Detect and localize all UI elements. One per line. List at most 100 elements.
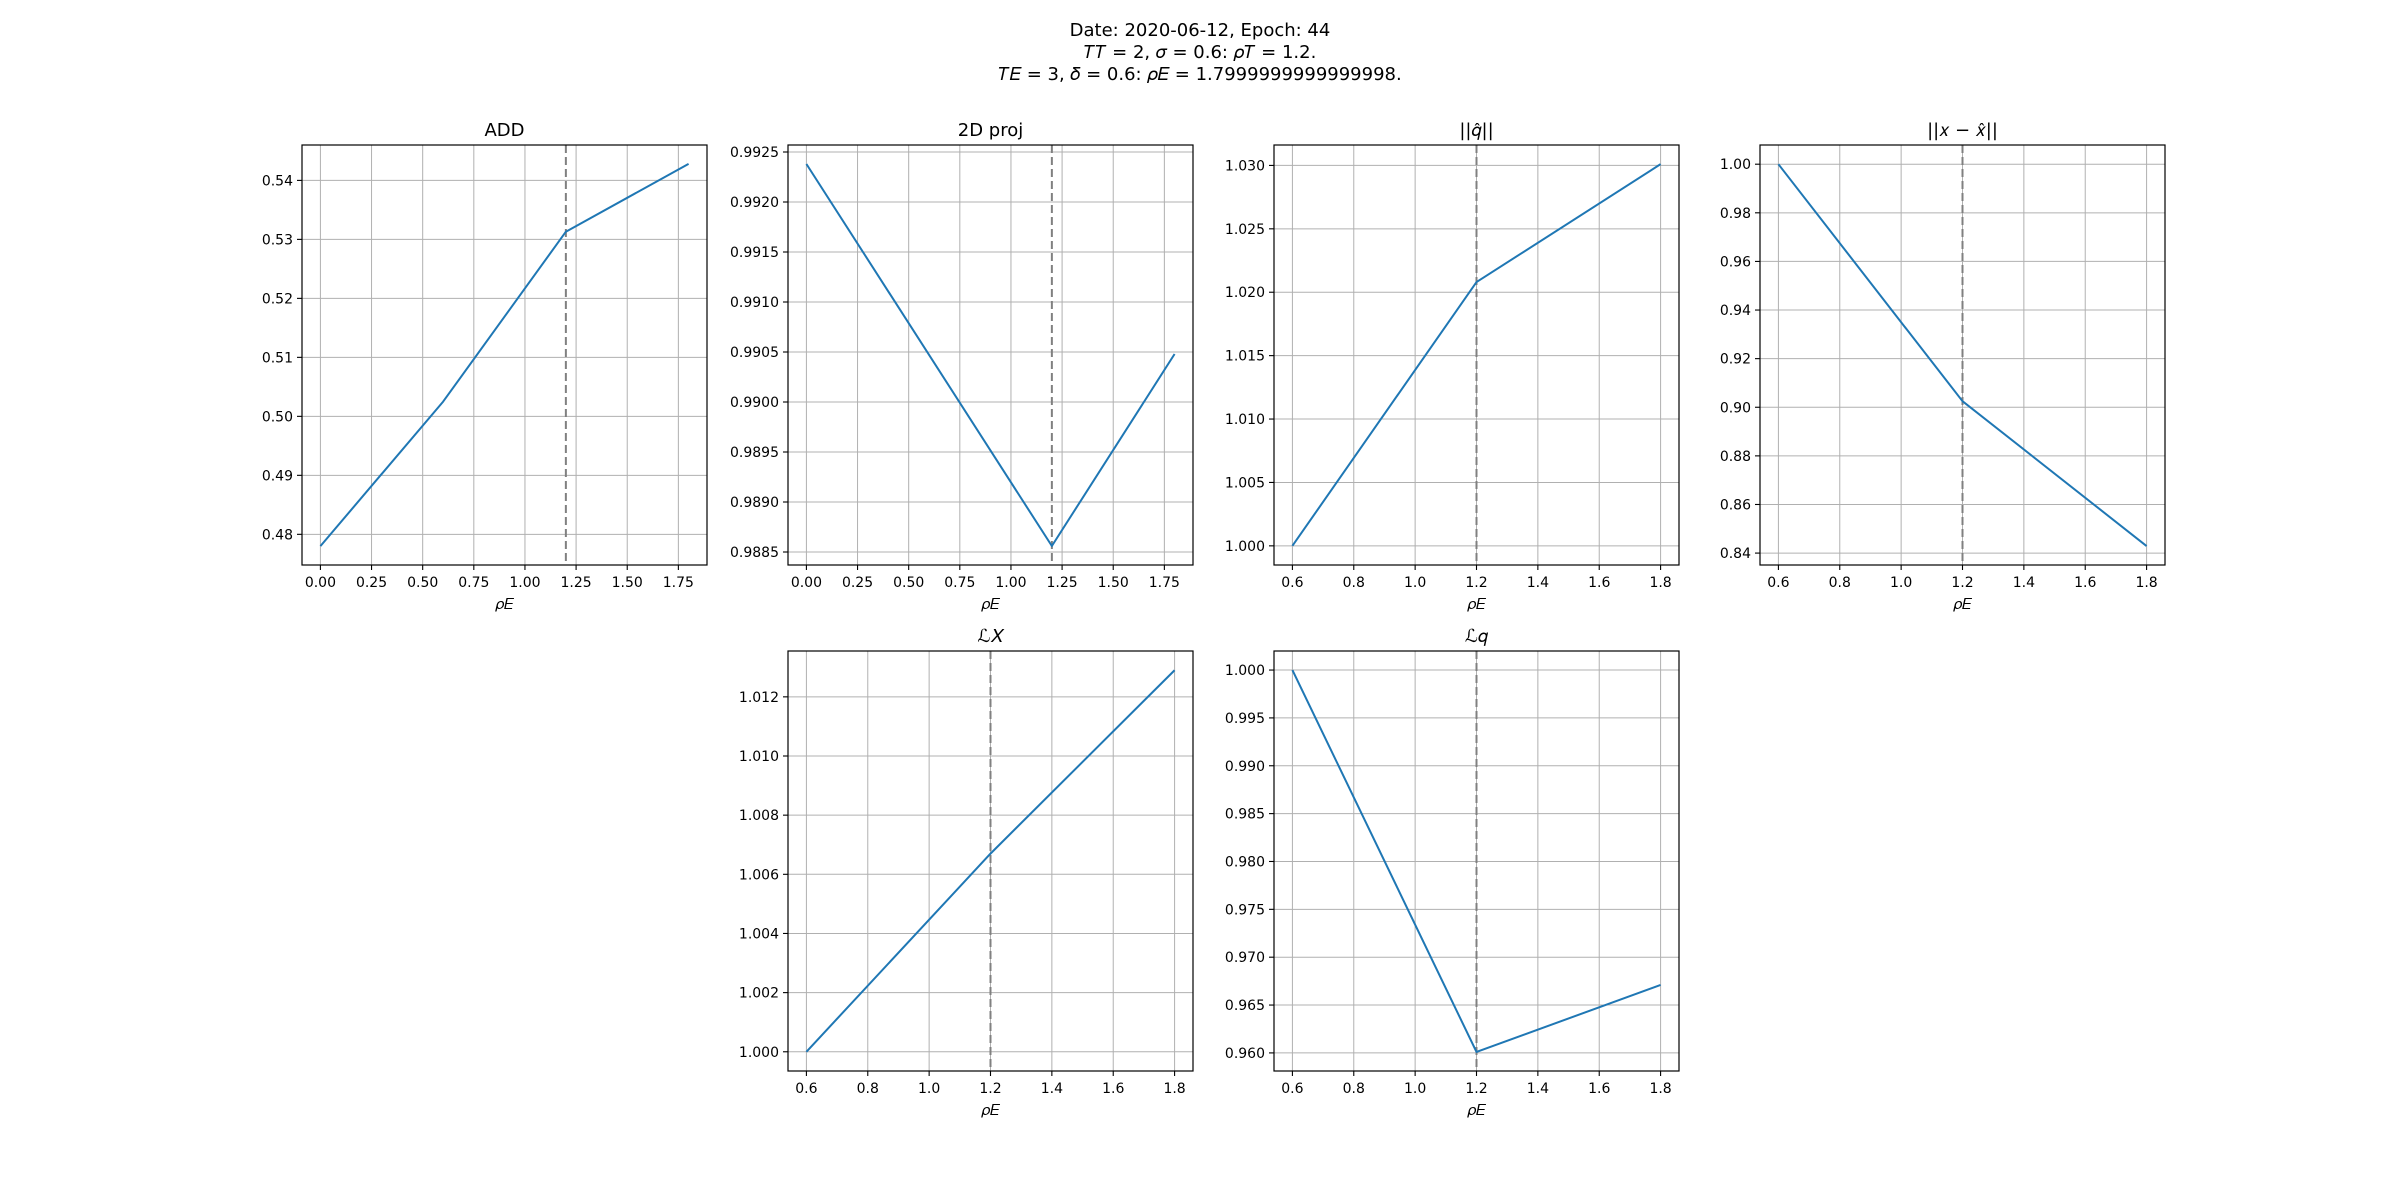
x-tick-label: 1.6 bbox=[1102, 1081, 1124, 1097]
x-tick-label: 0.00 bbox=[305, 575, 336, 591]
x-tick-label: 1.50 bbox=[1098, 575, 1129, 591]
y-tick-label: 1.015 bbox=[1225, 349, 1265, 365]
y-tick-label: 1.002 bbox=[739, 986, 779, 1002]
y-tick-label: 1.00 bbox=[1720, 157, 1751, 173]
y-tick-label: 0.98 bbox=[1720, 206, 1751, 222]
x-tick-label: 1.4 bbox=[1527, 1081, 1549, 1097]
x-tick-label: 1.2 bbox=[1465, 1081, 1487, 1097]
y-tick-label: 1.006 bbox=[739, 867, 779, 883]
x-tick-label: 1.6 bbox=[2074, 575, 2096, 591]
x-axis-label: 𝜌𝐸 bbox=[494, 595, 515, 613]
x-tick-label: 1.6 bbox=[1588, 1081, 1610, 1097]
y-tick-label: 0.980 bbox=[1225, 854, 1265, 870]
y-tick-label: 1.005 bbox=[1225, 475, 1265, 491]
axes-title: ℒ𝑞 bbox=[1465, 626, 1489, 647]
x-tick-label: 0.6 bbox=[1281, 1081, 1303, 1097]
y-tick-label: 1.004 bbox=[739, 926, 779, 942]
suptitle-line-date: Date: 2020-06-12, Epoch: 44 bbox=[1070, 20, 1331, 41]
x-tick-label: 0.8 bbox=[1343, 575, 1365, 591]
subplot-5: 0.6 0.8 1.0 1.2 1.4 1.6 1.8 1.000 1.002 1.004 1.00… bbox=[739, 626, 1194, 1119]
axes-frame bbox=[787, 144, 1194, 566]
y-tick-label: 1.000 bbox=[1225, 539, 1265, 555]
x-tick-label: 1.0 bbox=[1404, 575, 1426, 591]
x-axis-label: 𝜌𝐸 bbox=[1952, 595, 1973, 613]
y-tick-label: 0.9885 bbox=[730, 545, 779, 561]
x-tick-label: 1.2 bbox=[1465, 575, 1487, 591]
x-tick-label: 1.50 bbox=[612, 575, 643, 591]
axes-frame bbox=[301, 144, 708, 566]
x-tick-label: 1.2 bbox=[1951, 575, 1973, 591]
x-axis-label: 𝜌𝐸 bbox=[980, 1101, 1001, 1119]
y-tick-label: 0.50 bbox=[262, 409, 293, 425]
y-tick-label: 1.020 bbox=[1225, 285, 1265, 301]
y-tick-label: 0.9910 bbox=[730, 295, 779, 311]
x-tick-label: 0.8 bbox=[1829, 575, 1851, 591]
y-tick-label: 0.9895 bbox=[730, 445, 779, 461]
y-tick-label: 0.92 bbox=[1720, 352, 1751, 368]
x-tick-label: 0.50 bbox=[407, 575, 438, 591]
x-tick-label: 1.8 bbox=[1649, 1081, 1671, 1097]
subplot-6: 0.6 0.8 1.0 1.2 1.4 1.6 1.8 0.960 0.965 0.970 0.97… bbox=[1225, 626, 1680, 1119]
x-tick-label: 1.4 bbox=[1041, 1081, 1063, 1097]
suptitle-line-train: 𝑇𝑇 = 2, 𝜎 = 0.6: 𝜌𝑇 = 1.2. bbox=[1084, 42, 1317, 63]
subplot-2: 0.00 0.25 0.50 0.75 1.00 1.25 1.50 1.75 0.9885 0.… bbox=[730, 120, 1194, 613]
y-tick-label: 0.975 bbox=[1225, 902, 1265, 918]
subplot-3: 0.6 0.8 1.0 1.2 1.4 1.6 1.8 1.000 1.005 1.010 1.01… bbox=[1225, 120, 1680, 613]
y-tick-label: 1.012 bbox=[739, 690, 779, 706]
y-tick-label: 0.9915 bbox=[730, 245, 779, 261]
x-tick-label: 0.75 bbox=[458, 575, 489, 591]
axes-title: ||𝑥 − 𝑥̂|| bbox=[1927, 120, 1998, 141]
y-tick-label: 0.84 bbox=[1720, 546, 1751, 562]
x-tick-label: 1.00 bbox=[995, 575, 1026, 591]
y-tick-label: 0.49 bbox=[262, 468, 293, 484]
y-tick-label: 0.9900 bbox=[730, 395, 779, 411]
x-tick-label: 0.25 bbox=[842, 575, 873, 591]
x-tick-label: 1.75 bbox=[1149, 575, 1180, 591]
x-tick-label: 0.50 bbox=[893, 575, 924, 591]
y-tick-label: 0.9925 bbox=[730, 145, 779, 161]
axes-title: ℒ𝑋 bbox=[978, 626, 1005, 647]
y-tick-label: 0.94 bbox=[1720, 303, 1751, 319]
y-tick-label: 0.96 bbox=[1720, 254, 1751, 270]
suptitle-line-eval: 𝑇𝐸 = 3, 𝛿 = 0.6: 𝜌𝐸 = 1.7999999999999998… bbox=[998, 64, 1401, 85]
y-tick-label: 0.90 bbox=[1720, 400, 1751, 416]
x-tick-label: 0.25 bbox=[356, 575, 387, 591]
y-tick-label: 0.51 bbox=[262, 350, 293, 366]
y-tick-label: 1.025 bbox=[1225, 222, 1265, 238]
x-tick-label: 1.4 bbox=[2013, 575, 2035, 591]
y-tick-label: 0.48 bbox=[262, 527, 293, 543]
suptitle: Date: 2020-06-12, Epoch: 44 𝑇𝑇 = 2, 𝜎 = … bbox=[998, 20, 1401, 85]
y-tick-label: 1.000 bbox=[1225, 663, 1265, 679]
y-tick-label: 1.010 bbox=[739, 749, 779, 765]
axes-title: ||𝑞̂|| bbox=[1459, 120, 1493, 141]
y-tick-label: 0.53 bbox=[262, 232, 293, 248]
y-tick-label: 0.985 bbox=[1225, 807, 1265, 823]
y-tick-label: 1.030 bbox=[1225, 158, 1265, 174]
x-tick-label: 0.6 bbox=[1767, 575, 1789, 591]
x-tick-label: 0.8 bbox=[857, 1081, 879, 1097]
subplot-1: 0.00 0.25 0.50 0.75 1.00 1.25 1.50 1.75 0.48 0.49… bbox=[262, 120, 708, 613]
y-tick-label: 0.86 bbox=[1720, 497, 1751, 513]
y-tick-label: 1.010 bbox=[1225, 412, 1265, 428]
y-tick-label: 0.9890 bbox=[730, 495, 779, 511]
axes-title: ADD bbox=[484, 120, 524, 141]
series-line-1 bbox=[805, 669, 1176, 1053]
axes-title: 2D proj bbox=[958, 120, 1023, 141]
x-tick-label: 1.8 bbox=[1649, 575, 1671, 591]
y-tick-label: 0.88 bbox=[1720, 449, 1751, 465]
x-tick-label: 0.6 bbox=[795, 1081, 817, 1097]
y-tick-label: 0.54 bbox=[262, 173, 293, 189]
series-line-1 bbox=[1291, 163, 1662, 547]
x-tick-label: 0.75 bbox=[944, 575, 975, 591]
x-tick-label: 1.2 bbox=[979, 1081, 1001, 1097]
x-tick-label: 1.8 bbox=[1163, 1081, 1185, 1097]
x-axis-label: 𝜌𝐸 bbox=[1466, 595, 1487, 613]
y-tick-label: 0.970 bbox=[1225, 950, 1265, 966]
x-tick-label: 1.25 bbox=[561, 575, 592, 591]
y-tick-label: 0.9905 bbox=[730, 345, 779, 361]
series-line-1 bbox=[1777, 163, 2148, 547]
x-tick-label: 0.00 bbox=[791, 575, 822, 591]
y-tick-label: 0.52 bbox=[262, 291, 293, 307]
y-tick-label: 0.965 bbox=[1225, 998, 1265, 1014]
